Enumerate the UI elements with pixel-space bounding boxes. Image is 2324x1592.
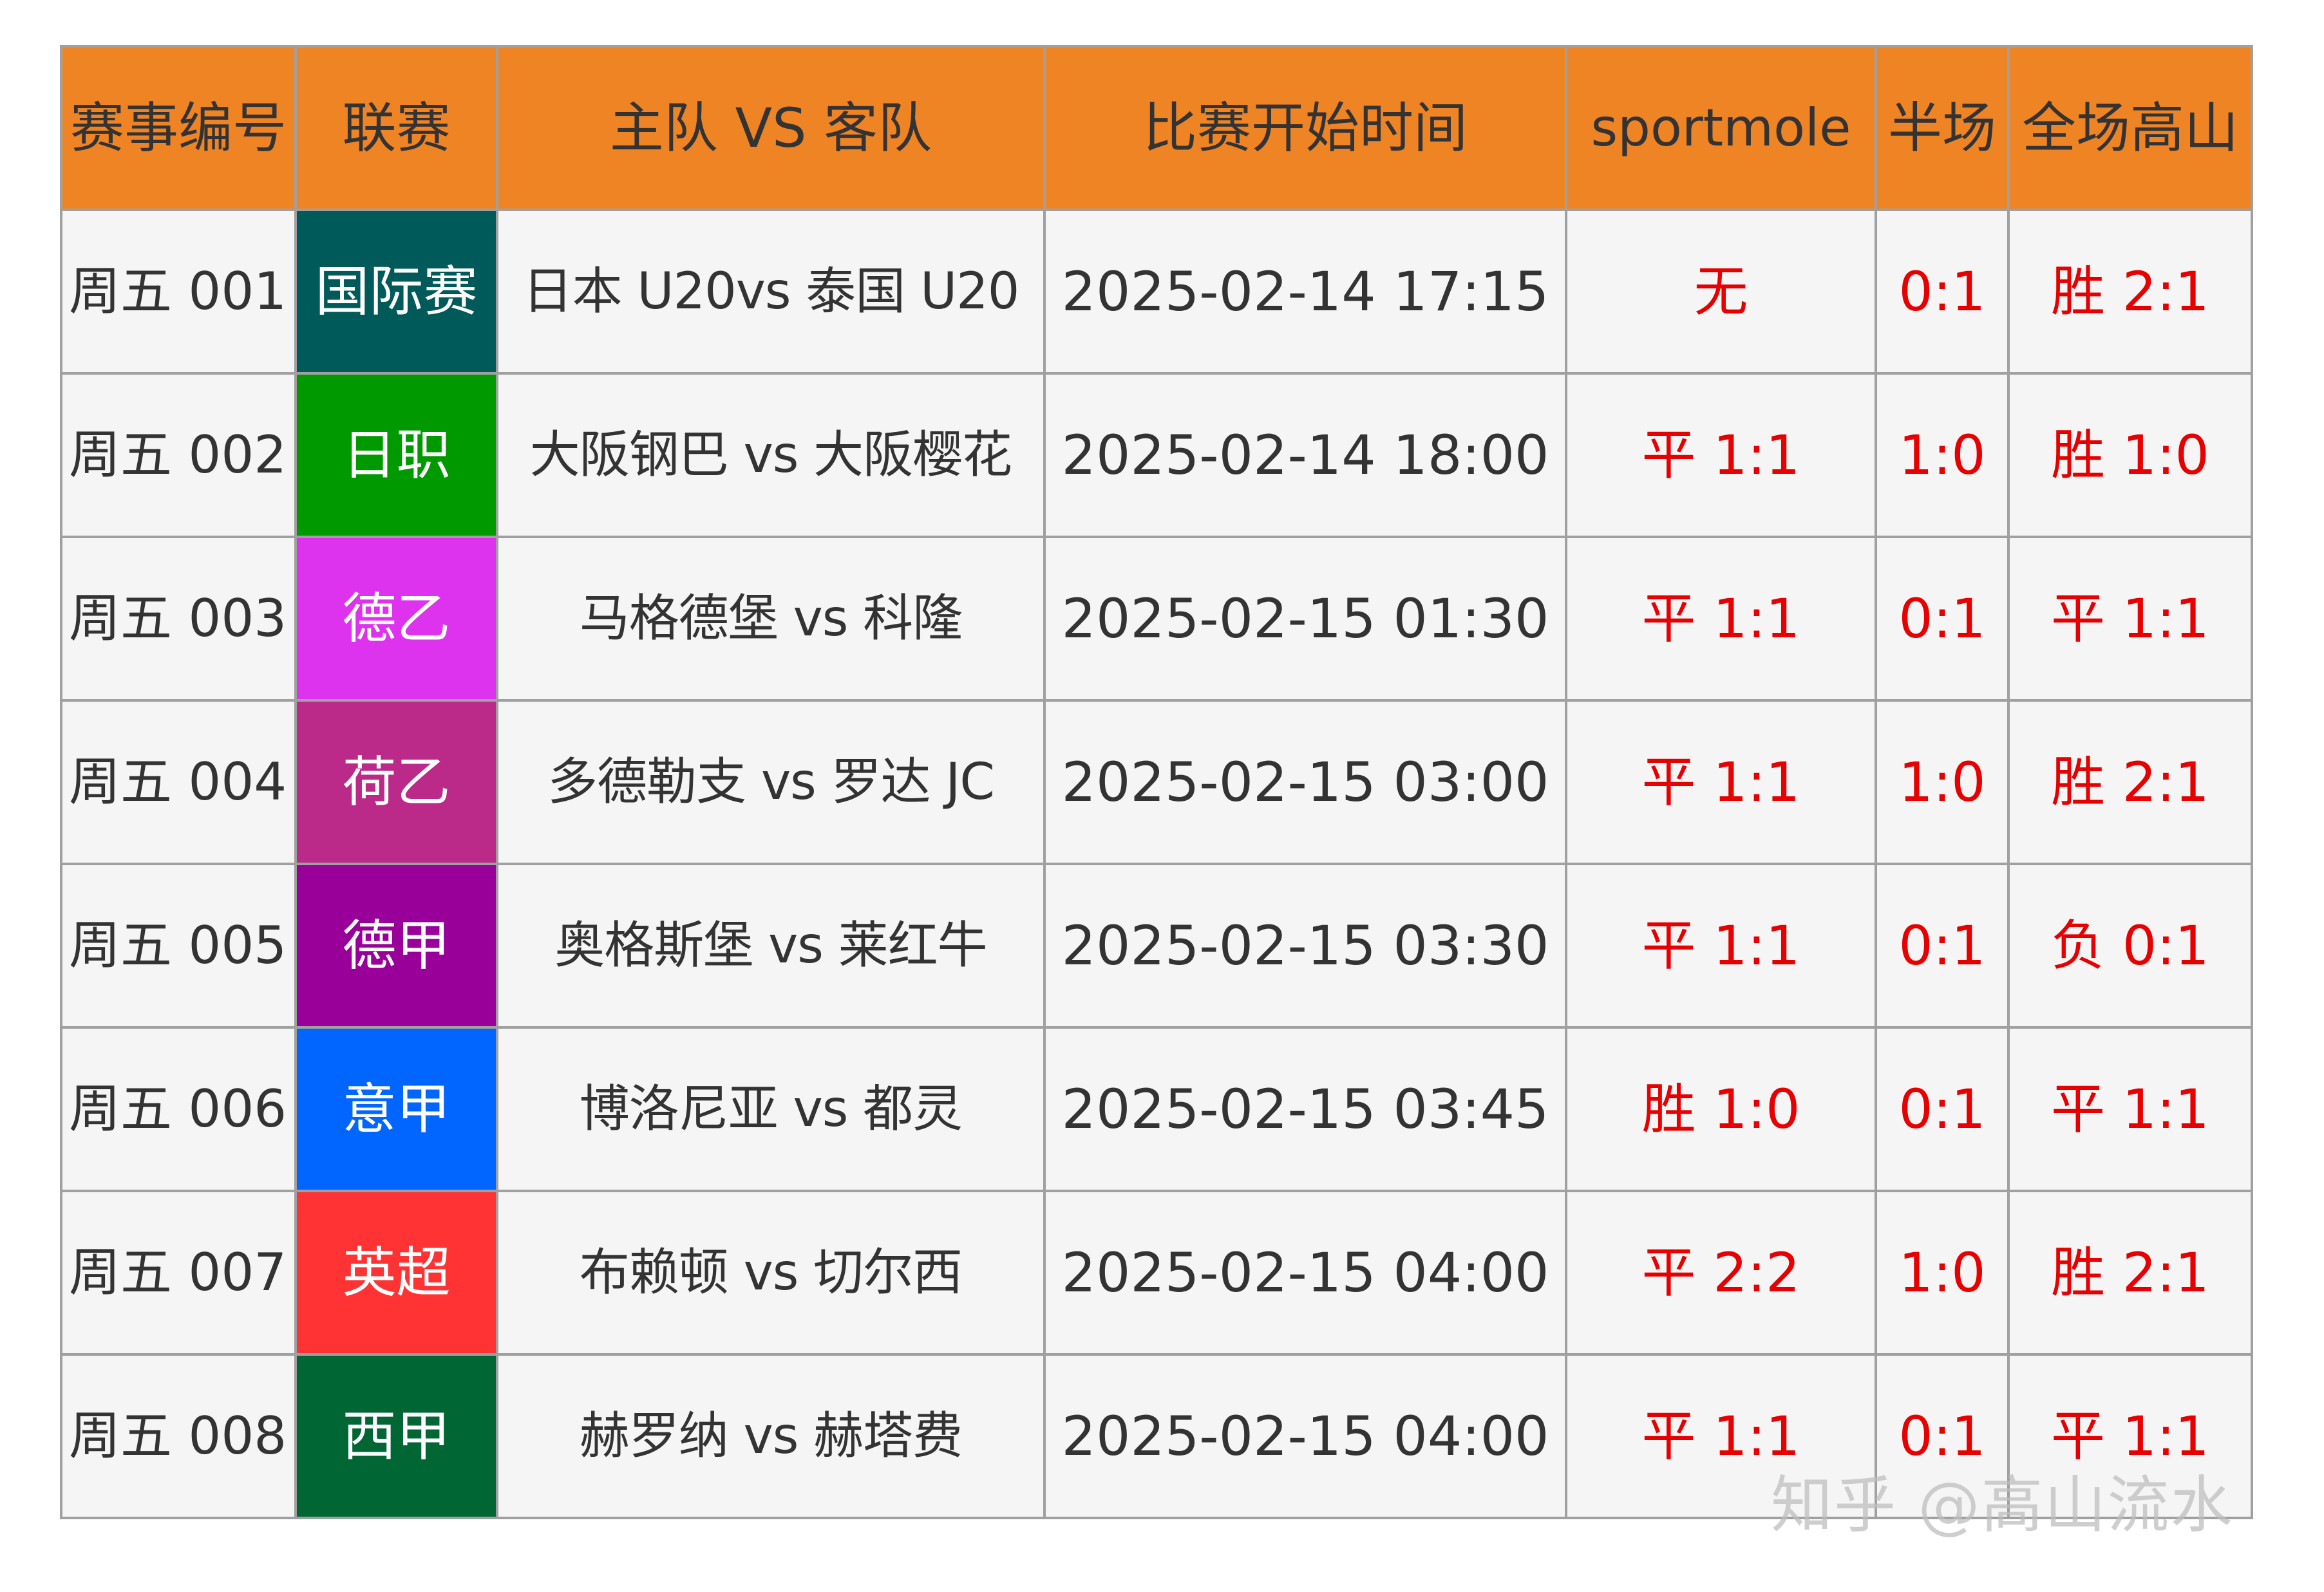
- league-cell: 西甲: [294, 1353, 498, 1519]
- half-time-cell: 1:0: [1875, 1190, 2010, 1356]
- table-row: 周五 001 国际赛 日本 U20vs 泰国 U20 2025-02-14 17…: [60, 209, 2253, 375]
- header-row: 赛事编号 联赛 主队 VS 客队 比赛开始时间 sportmole 半场 全场高…: [60, 45, 2253, 211]
- half-time-cell: 0:1: [1875, 536, 2010, 702]
- teams-cell: 大阪钢巴 vs 大阪樱花: [496, 372, 1046, 538]
- full-time-cell: 平 1:1: [2007, 1353, 2253, 1519]
- start-time-cell: 2025-02-15 01:30: [1043, 536, 1567, 702]
- table-row: 周五 002 日职 大阪钢巴 vs 大阪樱花 2025-02-14 18:00 …: [60, 372, 2253, 538]
- table-row: 周五 006 意甲 博洛尼亚 vs 都灵 2025-02-15 03:45 胜 …: [60, 1026, 2253, 1192]
- sportmole-cell: 平 1:1: [1565, 1353, 1877, 1519]
- match-id-cell: 周五 005: [60, 863, 297, 1029]
- full-time-cell: 胜 2:1: [2007, 699, 2253, 865]
- full-time-cell: 负 0:1: [2007, 863, 2253, 1029]
- teams-cell: 马格德堡 vs 科隆: [496, 536, 1046, 702]
- start-time-cell: 2025-02-14 17:15: [1043, 209, 1567, 375]
- half-time-cell: 1:0: [1875, 372, 2010, 538]
- sportmole-cell: 平 1:1: [1565, 536, 1877, 702]
- start-time-cell: 2025-02-15 03:30: [1043, 863, 1567, 1029]
- teams-cell: 日本 U20vs 泰国 U20: [496, 209, 1046, 375]
- full-time-cell: 平 1:1: [2007, 1026, 2253, 1192]
- league-cell: 荷乙: [294, 699, 498, 865]
- table-row: 周五 003 德乙 马格德堡 vs 科隆 2025-02-15 01:30 平 …: [60, 536, 2253, 702]
- prediction-table: 赛事编号 联赛 主队 VS 客队 比赛开始时间 sportmole 半场 全场高…: [60, 45, 2253, 1519]
- half-time-cell: 0:1: [1875, 1026, 2010, 1192]
- league-cell: 英超: [294, 1190, 498, 1356]
- sportmole-cell: 无: [1565, 209, 1877, 375]
- sportmole-cell: 平 1:1: [1565, 863, 1877, 1029]
- start-time-cell: 2025-02-14 18:00: [1043, 372, 1567, 538]
- table-row: 周五 008 西甲 赫罗纳 vs 赫塔费 2025-02-15 04:00 平 …: [60, 1353, 2253, 1519]
- full-time-cell: 胜 2:1: [2007, 209, 2253, 375]
- header-league: 联赛: [294, 45, 498, 211]
- header-full-time: 全场高山: [2007, 45, 2253, 211]
- half-time-cell: 0:1: [1875, 863, 2010, 1029]
- match-id-cell: 周五 003: [60, 536, 297, 702]
- header-teams: 主队 VS 客队: [496, 45, 1046, 211]
- match-id-cell: 周五 002: [60, 372, 297, 538]
- teams-cell: 多德勒支 vs 罗达 JC: [496, 699, 1046, 865]
- teams-cell: 奥格斯堡 vs 莱红牛: [496, 863, 1046, 1029]
- header-half-time: 半场: [1875, 45, 2010, 211]
- teams-cell: 布赖顿 vs 切尔西: [496, 1190, 1046, 1356]
- match-id-cell: 周五 006: [60, 1026, 297, 1192]
- table-row: 周五 007 英超 布赖顿 vs 切尔西 2025-02-15 04:00 平 …: [60, 1190, 2253, 1356]
- teams-cell: 博洛尼亚 vs 都灵: [496, 1026, 1046, 1192]
- half-time-cell: 0:1: [1875, 209, 2010, 375]
- header-sportmole: sportmole: [1565, 45, 1877, 211]
- match-id-cell: 周五 008: [60, 1353, 297, 1519]
- table-row: 周五 005 德甲 奥格斯堡 vs 莱红牛 2025-02-15 03:30 平…: [60, 863, 2253, 1029]
- table-row: 周五 004 荷乙 多德勒支 vs 罗达 JC 2025-02-15 03:00…: [60, 699, 2253, 865]
- sportmole-cell: 平 1:1: [1565, 699, 1877, 865]
- sportmole-cell: 胜 1:0: [1565, 1026, 1877, 1192]
- league-cell: 国际赛: [294, 209, 498, 375]
- league-cell: 日职: [294, 372, 498, 538]
- start-time-cell: 2025-02-15 04:00: [1043, 1353, 1567, 1519]
- teams-cell: 赫罗纳 vs 赫塔费: [496, 1353, 1046, 1519]
- half-time-cell: 1:0: [1875, 699, 2010, 865]
- header-match-id: 赛事编号: [60, 45, 297, 211]
- match-id-cell: 周五 004: [60, 699, 297, 865]
- league-cell: 德乙: [294, 536, 498, 702]
- full-time-cell: 胜 1:0: [2007, 372, 2253, 538]
- league-cell: 意甲: [294, 1026, 498, 1192]
- start-time-cell: 2025-02-15 03:45: [1043, 1026, 1567, 1192]
- header-start-time: 比赛开始时间: [1043, 45, 1567, 211]
- start-time-cell: 2025-02-15 03:00: [1043, 699, 1567, 865]
- sportmole-cell: 平 2:2: [1565, 1190, 1877, 1356]
- match-id-cell: 周五 007: [60, 1190, 297, 1356]
- half-time-cell: 0:1: [1875, 1353, 2010, 1519]
- sportmole-cell: 平 1:1: [1565, 372, 1877, 538]
- full-time-cell: 平 1:1: [2007, 536, 2253, 702]
- start-time-cell: 2025-02-15 04:00: [1043, 1190, 1567, 1356]
- league-cell: 德甲: [294, 863, 498, 1029]
- full-time-cell: 胜 2:1: [2007, 1190, 2253, 1356]
- watermark: 知乎 @高山流水: [1771, 1469, 2234, 1541]
- match-id-cell: 周五 001: [60, 209, 297, 375]
